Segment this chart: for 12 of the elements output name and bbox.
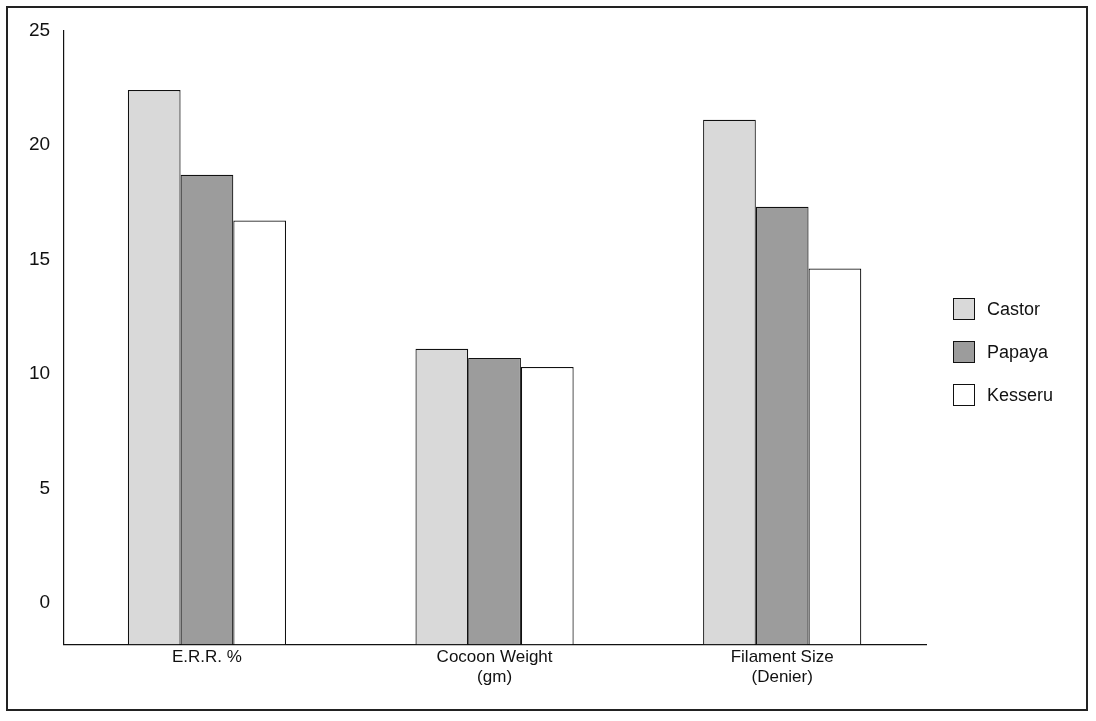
- legend-label: Castor: [987, 298, 1041, 320]
- y-tick-label: 15: [28, 247, 51, 269]
- text: Kesseru: [987, 384, 1054, 406]
- y-tick-label: 25: [28, 18, 51, 40]
- y-tick-label: 0: [39, 591, 51, 613]
- y-tick-label: 5: [39, 476, 51, 498]
- y-tick-label: 10: [28, 362, 51, 384]
- x-tick-label: Cocoon Weight (gm): [436, 647, 553, 687]
- legend-label: Papaya: [987, 341, 1049, 363]
- y-tick-label: 20: [28, 133, 51, 155]
- x-tick-label: Filament Size (Denier): [730, 647, 834, 687]
- x-tick-label: E.R.R. %: [171, 647, 242, 667]
